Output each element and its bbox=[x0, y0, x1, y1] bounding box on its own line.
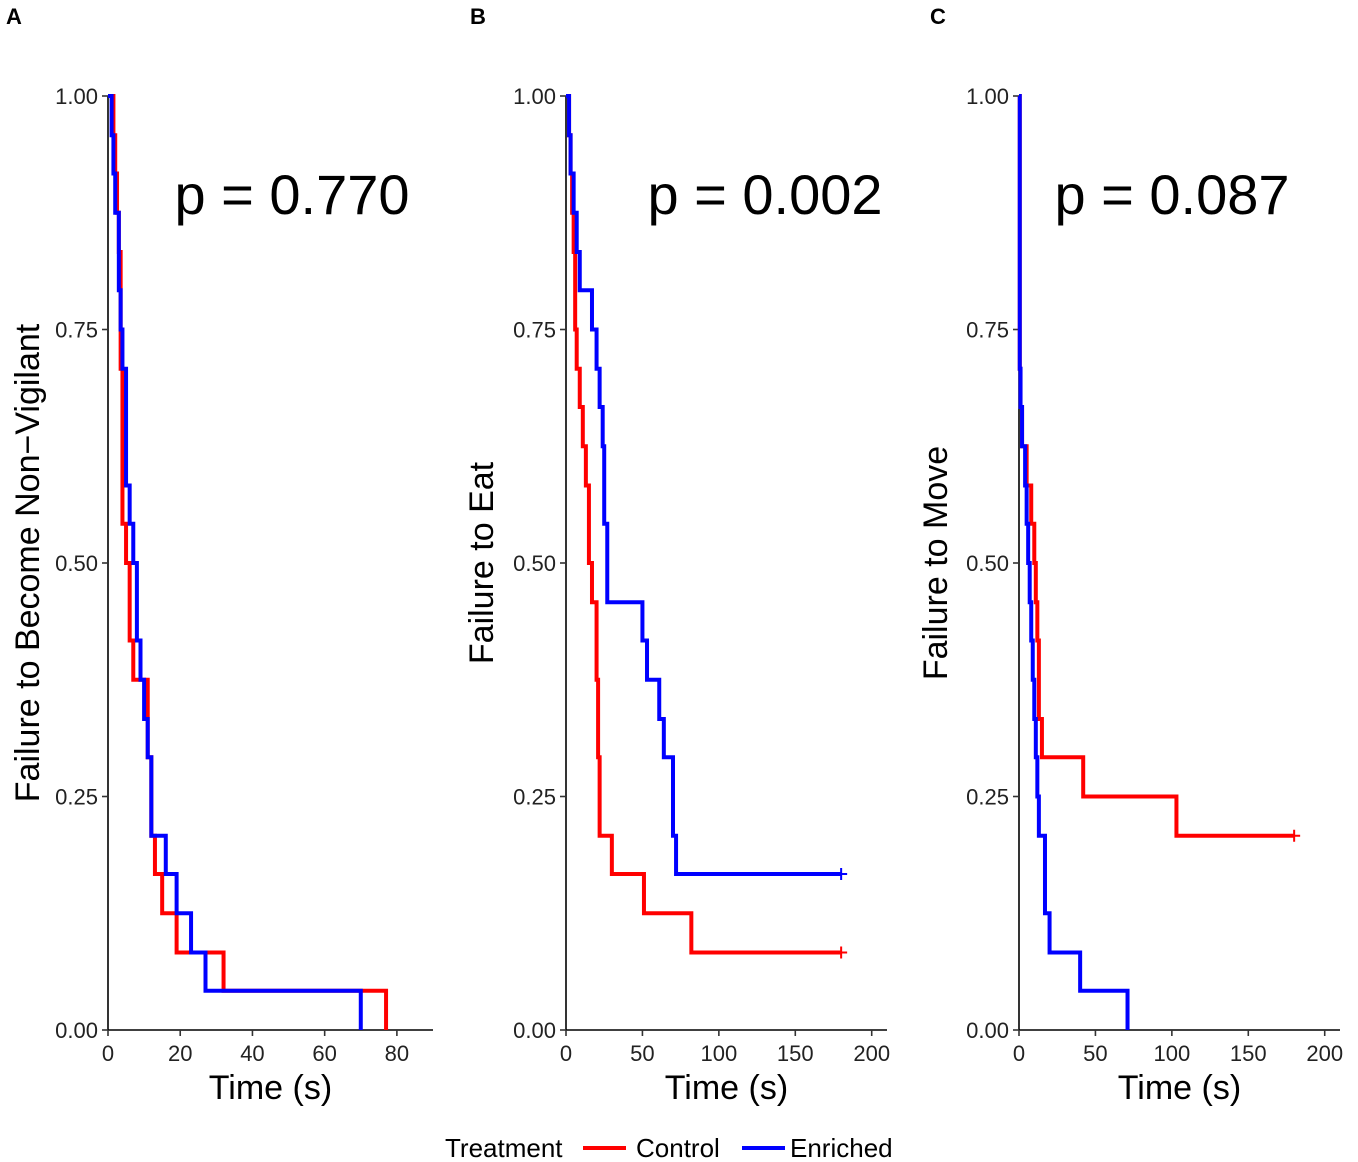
x-tick-label: 50 bbox=[630, 1041, 654, 1066]
y-tick-label: 0.25 bbox=[966, 785, 1009, 810]
x-tick-label: 200 bbox=[1306, 1041, 1343, 1066]
y-axis-title: Failure to Move bbox=[917, 446, 955, 680]
x-tick-label: 60 bbox=[312, 1041, 336, 1066]
x-tick-label: 150 bbox=[1230, 1041, 1267, 1066]
y-axis-title: Failure to Become Non−Vigilant bbox=[9, 323, 47, 802]
x-axis-title: Time (s) bbox=[1118, 1069, 1241, 1107]
x-tick-label: 100 bbox=[1153, 1041, 1190, 1066]
censor-mark-control bbox=[1288, 829, 1301, 842]
censor-mark-enriched bbox=[835, 868, 848, 881]
panel-b: B 0.00 0.25 0.50 0.75 1.00 0 50 100 150 200 Time (s… bbox=[463, 4, 890, 1107]
x-tick-label: 0 bbox=[102, 1041, 114, 1066]
panel-label: C bbox=[930, 4, 946, 29]
y-tick-label: 0.75 bbox=[513, 318, 556, 343]
x-axis-title: Time (s) bbox=[209, 1069, 332, 1107]
y-tick-label: 0.50 bbox=[513, 551, 556, 576]
series-line-enriched bbox=[108, 94, 363, 1030]
x-tick-label: 80 bbox=[385, 1041, 409, 1066]
panel-a: A 0.00 0.25 0.50 0.75 1.00 0 20 40 60 80 Time (s) Fa… bbox=[6, 4, 433, 1107]
x-axis-title: Time (s) bbox=[665, 1069, 788, 1107]
y-tick-label: 0.25 bbox=[513, 785, 556, 810]
x-tick-label: 50 bbox=[1083, 1041, 1107, 1066]
panel-c: C 0.00 0.25 0.50 0.75 1.00 0 50 100 150 200 Time (s… bbox=[917, 4, 1343, 1107]
legend-label-enriched: Enriched bbox=[790, 1133, 893, 1162]
y-tick-label: 0.75 bbox=[55, 318, 98, 343]
y-tick-label: 0.25 bbox=[55, 785, 98, 810]
y-tick-label: 0.00 bbox=[966, 1018, 1009, 1043]
panel-label: A bbox=[6, 4, 22, 29]
series-line-control bbox=[108, 94, 389, 1030]
p-value-annotation: p = 0.770 bbox=[174, 163, 409, 226]
p-value-annotation: p = 0.087 bbox=[1054, 163, 1289, 226]
legend: Treatment Control Enriched bbox=[445, 1133, 893, 1162]
y-tick-label: 0.50 bbox=[55, 551, 98, 576]
x-tick-label: 20 bbox=[168, 1041, 192, 1066]
panel-label: B bbox=[470, 4, 486, 29]
x-tick-label: 40 bbox=[240, 1041, 264, 1066]
x-tick-label: 0 bbox=[560, 1041, 572, 1066]
y-tick-label: 1.00 bbox=[513, 84, 556, 109]
p-value-annotation: p = 0.002 bbox=[647, 163, 882, 226]
censor-mark-control bbox=[835, 946, 848, 959]
legend-label-control: Control bbox=[636, 1133, 720, 1162]
x-tick-label: 100 bbox=[700, 1041, 737, 1066]
y-tick-label: 1.00 bbox=[966, 84, 1009, 109]
legend-title: Treatment bbox=[445, 1133, 563, 1162]
y-tick-label: 0.50 bbox=[966, 551, 1009, 576]
x-tick-label: 150 bbox=[777, 1041, 814, 1066]
series-line-enriched bbox=[1017, 94, 1130, 1030]
x-tick-label: 200 bbox=[853, 1041, 890, 1066]
y-tick-label: 0.00 bbox=[513, 1018, 556, 1043]
series-line-enriched bbox=[566, 94, 842, 877]
y-tick-label: 0.75 bbox=[966, 318, 1009, 343]
y-tick-label: 0.00 bbox=[55, 1018, 98, 1043]
x-tick-label: 0 bbox=[1013, 1041, 1025, 1066]
y-tick-label: 1.00 bbox=[55, 84, 98, 109]
y-axis-title: Failure to Eat bbox=[463, 461, 501, 664]
